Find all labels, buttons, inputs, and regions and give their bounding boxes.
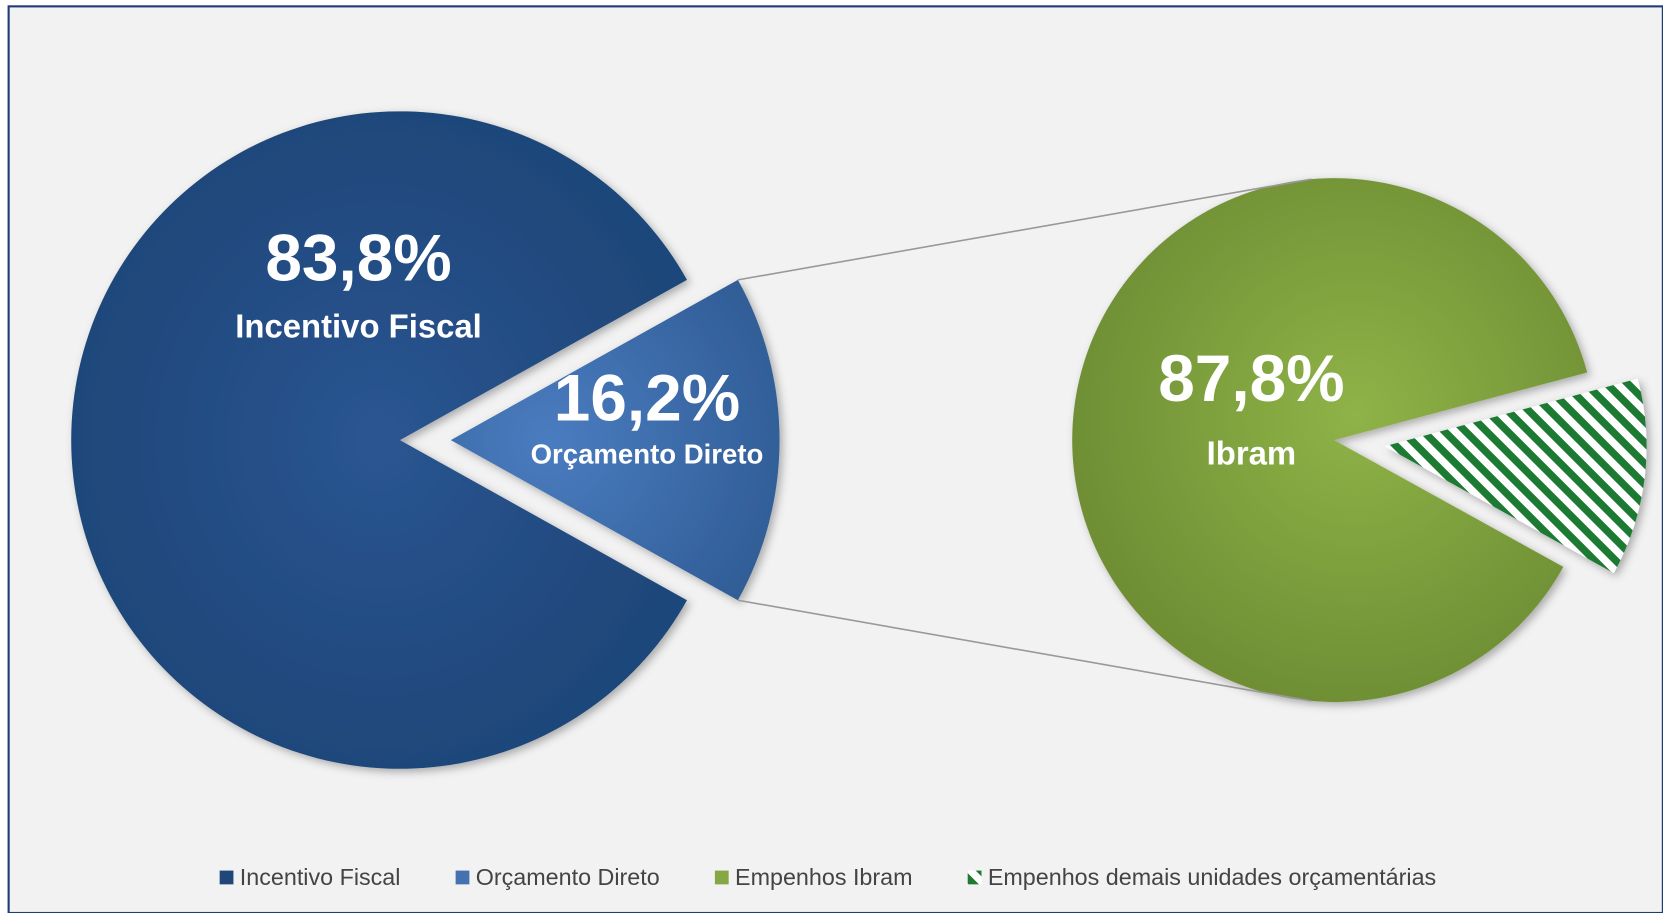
pie-slice: [1384, 378, 1647, 574]
legend-swatch: [967, 870, 982, 885]
slice-name: Orçamento Direto: [531, 438, 764, 469]
legend-label: Empenhos Ibram: [735, 864, 913, 890]
legend-label: Incentivo Fiscal: [240, 864, 401, 890]
pie-slice: [450, 279, 780, 601]
slice-name: Incentivo Fiscal: [235, 307, 482, 344]
data-label: 87,8%: [1158, 341, 1344, 415]
legend-label: Orçamento Direto: [476, 864, 660, 890]
pie-slice: [71, 111, 687, 769]
legend-label: Empenhos demais unidades orçamentárias: [988, 864, 1436, 890]
connector-line: [737, 178, 1312, 281]
slice-name: Ibram: [1207, 435, 1296, 472]
pie-slice: [1072, 178, 1588, 702]
legend-swatch: [455, 870, 470, 885]
legend-swatch: [714, 870, 729, 885]
legend-swatch: [219, 870, 234, 885]
connector-line: [737, 599, 1312, 702]
data-label: 83,8%: [265, 220, 451, 294]
data-label: 16,2%: [554, 360, 740, 434]
